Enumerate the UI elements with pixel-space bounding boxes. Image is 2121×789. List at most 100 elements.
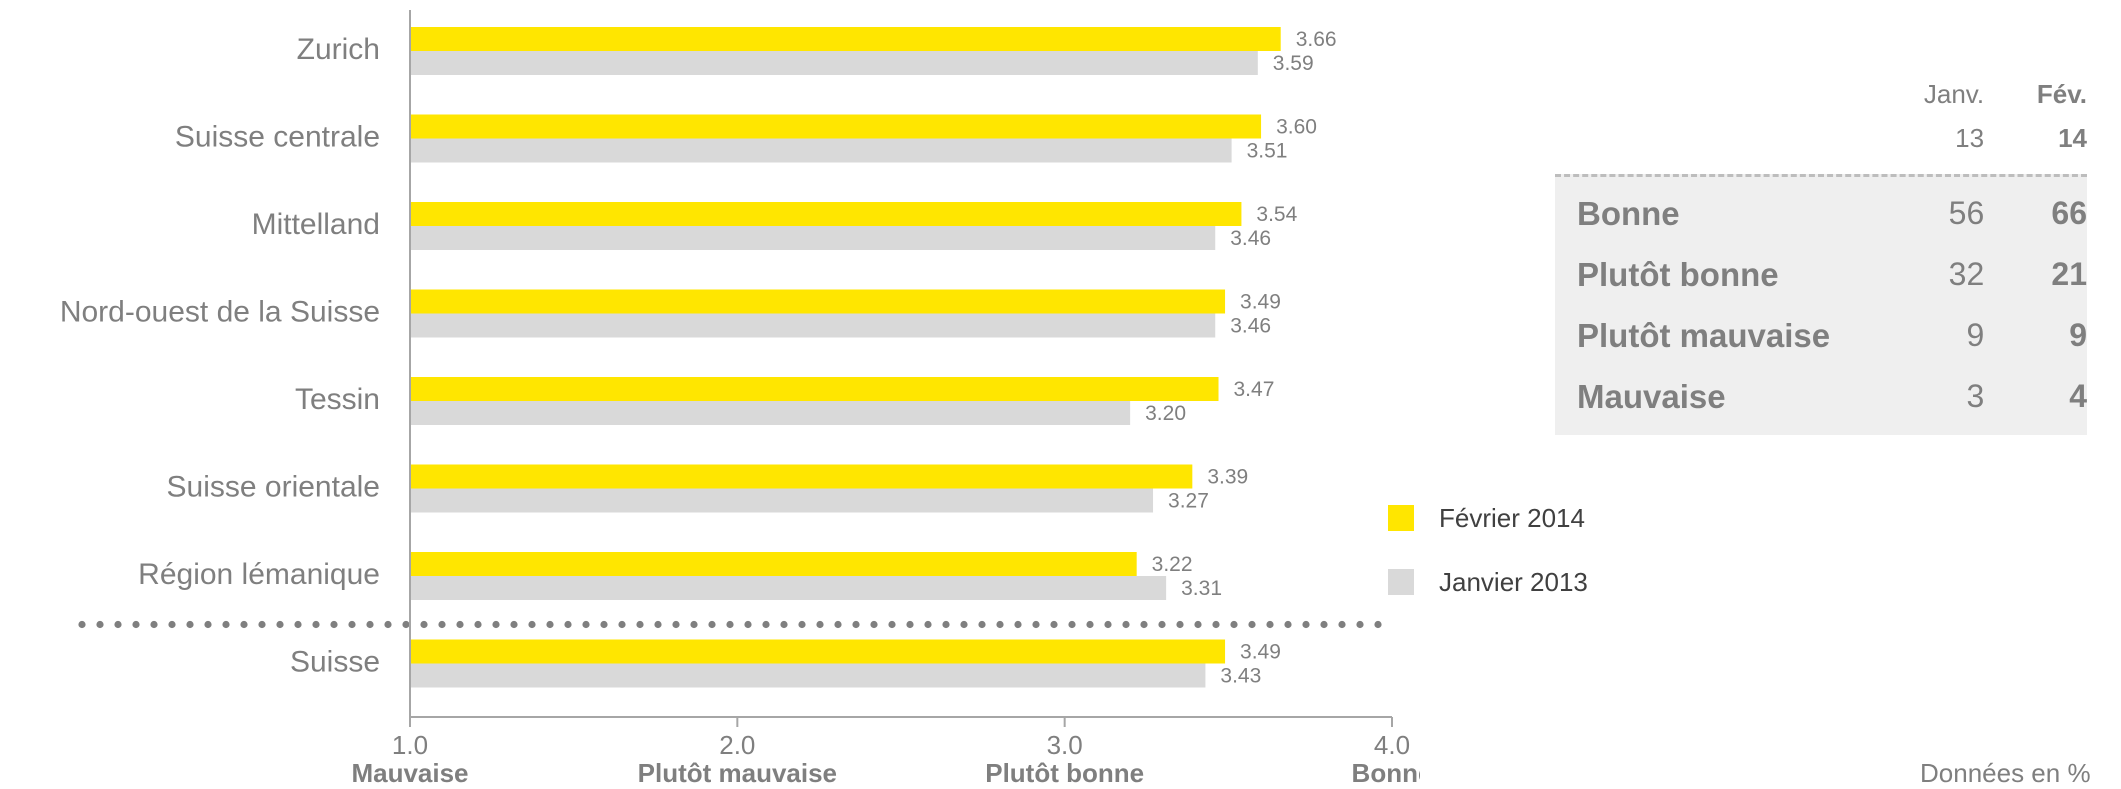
summary-header-row: Janv. Fév.: [1555, 72, 2087, 116]
bar-fevrier-2014-tessin: [410, 377, 1219, 401]
separator-dot: [528, 620, 536, 629]
separator-dot: [204, 620, 212, 629]
separator-dot: [942, 620, 950, 629]
separator-dot: [564, 620, 572, 629]
bar-janvier-2013-nord-ouest-de-la-suisse: [410, 313, 1216, 338]
bar-chart: Zurich 3.663.59 Suisse centrale 3.603.51 Mit…: [60, 10, 1420, 787]
bar-janvier-2013-tessin: [410, 401, 1131, 425]
bar-fevrier-2014-mittelland: [410, 202, 1242, 226]
footnote: Données en %: [1920, 758, 2091, 788]
legend: Février 2014 Janvier 2013: [1388, 503, 1588, 631]
separator-dot: [996, 620, 1004, 629]
category-label-zurich: Zurich: [297, 33, 380, 66]
separator-dot: [132, 620, 140, 629]
separator-dot: [1176, 620, 1184, 629]
separator-dot: [636, 620, 644, 629]
summary-row-label: Plutôt mauvaise: [1577, 316, 1831, 354]
separator-dot: [150, 620, 158, 629]
separator-dot: [510, 620, 518, 629]
summary-row-bonne: Bonne 56 66: [1555, 183, 2087, 244]
separator-dot: [1338, 620, 1346, 629]
separator-dot: [222, 620, 230, 629]
summary-table: Janv. Fév. 13 14 Bonne 56 66 Plutôt bonn…: [1555, 72, 2087, 435]
value-label-janvier-2013-zurich: 3.59: [1273, 52, 1314, 75]
separator-dot: [906, 620, 914, 629]
category-label-mittelland: Mittelland: [252, 208, 380, 241]
legend-swatch-janvier-2013: [1388, 569, 1414, 595]
summary-row-janv: 9: [1966, 317, 1985, 353]
summary-count-fev: 14: [2058, 122, 2087, 153]
separator-dot: [924, 620, 932, 629]
separator-dot: [312, 620, 320, 629]
separator-dot: [438, 620, 446, 629]
separator-dot: [960, 620, 968, 629]
bar-fevrier-2014-region-lemanique: [410, 552, 1137, 576]
separator-dot: [366, 620, 374, 629]
legend-item-janvier-2013: Janvier 2013: [1388, 567, 1588, 597]
bar-fevrier-2014-suisse-orientale: [410, 464, 1193, 489]
separator-dot: [240, 620, 248, 629]
separator-dot: [78, 620, 86, 629]
separator-dot: [1014, 620, 1022, 629]
x-tick-label-4.0: 4.0: [1374, 730, 1410, 760]
summary-row-janv: 3: [1966, 378, 1985, 414]
separator-dot: [1302, 620, 1310, 629]
value-label-fevrier-2014-nord-ouest-de-la-suisse: 3.49: [1240, 291, 1281, 314]
value-label-fevrier-2014-mittelland: 3.54: [1256, 203, 1297, 226]
bar-janvier-2013-suisse-orientale: [410, 488, 1154, 513]
separator-dot: [474, 620, 482, 629]
value-label-fevrier-2014-tessin: 3.47: [1234, 378, 1275, 401]
separator-dot: [492, 620, 500, 629]
value-label-janvier-2013-suisse: 3.43: [1220, 665, 1261, 688]
bar-fevrier-2014-zurich: [410, 27, 1281, 51]
separator-dot: [726, 620, 734, 629]
separator-dot: [1194, 620, 1202, 629]
separator-dot: [618, 620, 626, 629]
category-label-tessin: Tessin: [295, 383, 380, 416]
separator-dot: [258, 620, 266, 629]
separator-dot: [1050, 620, 1058, 629]
separator-dot: [348, 620, 356, 629]
separator-dot: [294, 620, 302, 629]
summary-row-label: Mauvaise: [1577, 377, 1726, 415]
summary-row-label: Bonne: [1577, 194, 1680, 232]
separator-dot: [1320, 620, 1328, 629]
bar-janvier-2013-zurich: [410, 51, 1258, 75]
separator-dot: [330, 620, 338, 629]
x-tick-word-plutot-mauvaise: Plutôt mauvaise: [638, 758, 837, 787]
bar-janvier-2013-suisse: [410, 663, 1206, 688]
separator-dot: [600, 620, 608, 629]
x-tick-word-bonne: Bonne: [1352, 758, 1420, 787]
bar-fevrier-2014-suisse: [410, 639, 1226, 664]
legend-label-janvier-2013: Janvier 2013: [1439, 566, 1588, 597]
category-label-suisse-centrale: Suisse centrale: [175, 121, 380, 154]
x-tick-label-1.0: 1.0: [392, 730, 428, 760]
separator-dot: [690, 620, 698, 629]
value-label-janvier-2013-nord-ouest-de-la-suisse: 3.46: [1230, 315, 1271, 338]
separator-dot: [672, 620, 680, 629]
separator-dot: [1086, 620, 1094, 629]
bar-janvier-2013-mittelland: [410, 226, 1216, 250]
separator-dot: [114, 620, 122, 629]
value-label-janvier-2013-mittelland: 3.46: [1230, 227, 1271, 250]
separator-dot: [1356, 620, 1364, 629]
category-label-nord-ouest-de-la-suisse: Nord-ouest de la Suisse: [60, 296, 380, 329]
summary-row-mauvaise: Mauvaise 3 4: [1555, 366, 2087, 427]
separator-dot: [816, 620, 824, 629]
legend-swatch-fevrier-2014: [1388, 505, 1414, 531]
separator-dot: [870, 620, 878, 629]
category-label-suisse-orientale: Suisse orientale: [167, 471, 380, 504]
separator-dot: [888, 620, 896, 629]
separator-dot: [1122, 620, 1130, 629]
separator-dot: [1140, 620, 1148, 629]
summary-row-plutot-mauvaise: Plutôt mauvaise 9 9: [1555, 305, 2087, 366]
separator-dot: [276, 620, 284, 629]
value-label-fevrier-2014-suisse: 3.49: [1240, 641, 1281, 664]
value-label-fevrier-2014-suisse-centrale: 3.60: [1276, 116, 1317, 139]
summary-row-plutot-bonne: Plutôt bonne 32 21: [1555, 244, 2087, 305]
separator-dot: [1284, 620, 1292, 629]
separator-dot: [186, 620, 194, 629]
separator-dot: [1374, 620, 1382, 629]
separator-dot: [654, 620, 662, 629]
separator-dot: [978, 620, 986, 629]
